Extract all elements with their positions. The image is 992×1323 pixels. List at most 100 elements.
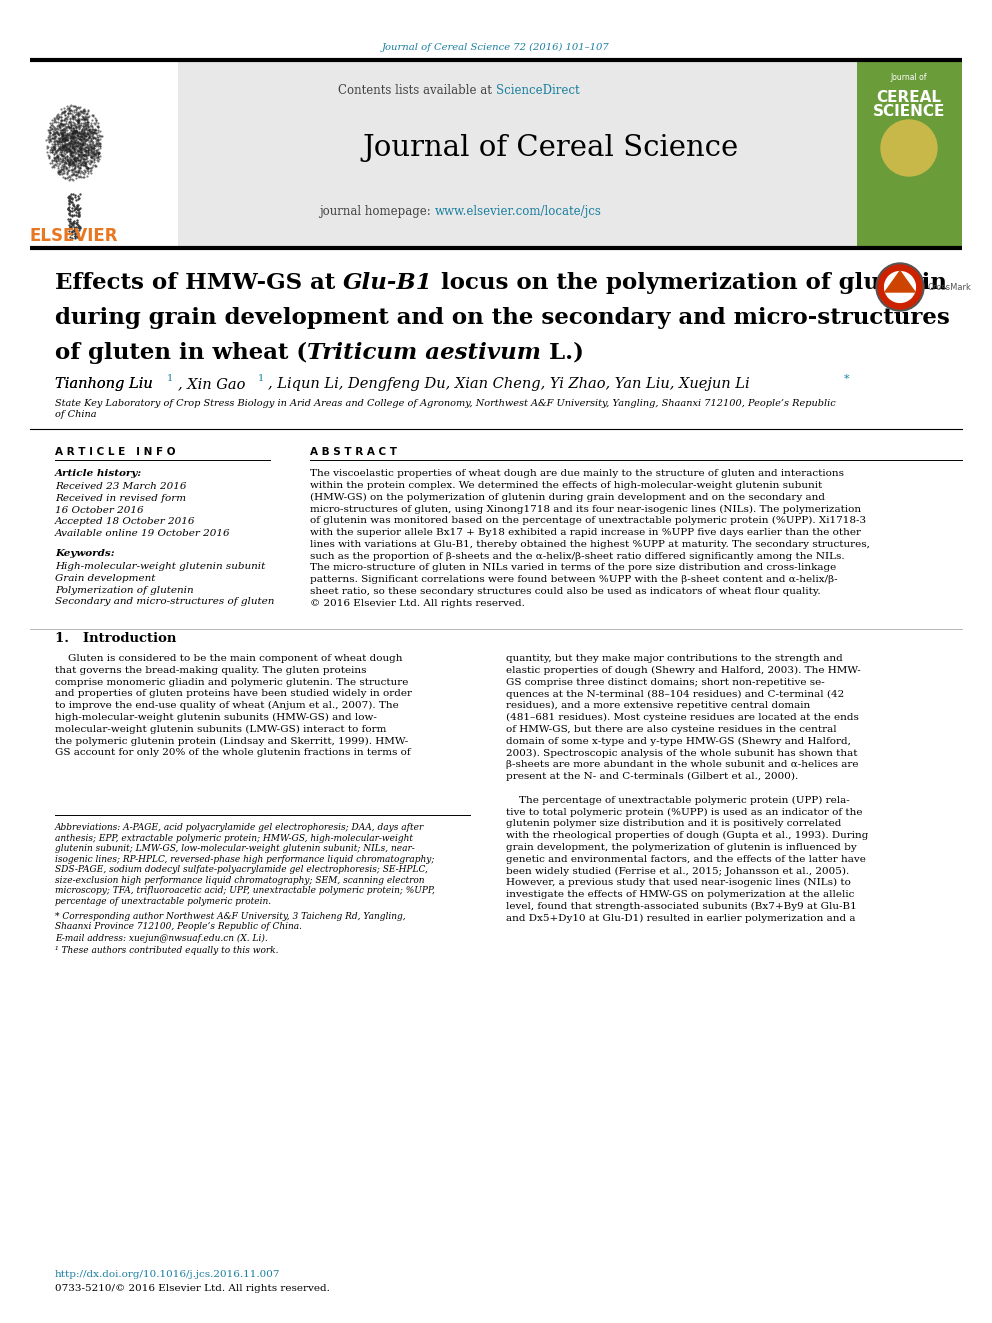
Text: quences at the N-terminal (88–104 residues) and C-terminal (42: quences at the N-terminal (88–104 residu… xyxy=(506,689,844,699)
Point xyxy=(68,164,84,185)
Text: micro-structures of gluten, using Xinong1718 and its four near-isogenic lines (N: micro-structures of gluten, using Xinong… xyxy=(310,504,861,513)
Point xyxy=(83,143,99,164)
Point xyxy=(71,197,87,218)
Point xyxy=(64,111,80,132)
Point xyxy=(79,111,95,132)
Point xyxy=(62,201,78,222)
Point xyxy=(77,131,93,152)
Point xyxy=(72,132,88,153)
Point xyxy=(52,112,67,134)
Point xyxy=(85,127,101,148)
Point xyxy=(76,144,92,165)
Point xyxy=(56,103,71,124)
Text: Journal of: Journal of xyxy=(891,74,928,82)
Point xyxy=(57,128,72,149)
Point xyxy=(48,127,63,148)
Point xyxy=(68,116,84,138)
Point xyxy=(73,152,89,173)
Point xyxy=(89,115,105,136)
Point xyxy=(66,213,82,234)
Point xyxy=(68,98,84,119)
Point xyxy=(76,102,92,123)
Text: Effects of HMW-GS at: Effects of HMW-GS at xyxy=(55,273,343,294)
Point xyxy=(83,139,99,160)
Point xyxy=(84,105,100,126)
Point xyxy=(77,142,93,163)
Point xyxy=(62,167,78,188)
Point xyxy=(66,95,82,116)
Point xyxy=(56,127,71,148)
Point xyxy=(39,136,55,157)
Point xyxy=(43,126,59,147)
Point xyxy=(69,124,85,146)
Point xyxy=(83,160,99,181)
Point xyxy=(62,118,78,139)
Point xyxy=(71,112,87,134)
Point xyxy=(69,198,85,220)
Point xyxy=(64,131,80,152)
Point xyxy=(71,122,87,143)
Point xyxy=(87,144,103,165)
Point xyxy=(74,131,90,152)
Point xyxy=(57,124,72,146)
Point xyxy=(61,99,76,120)
Point xyxy=(59,136,74,157)
Point xyxy=(70,110,86,131)
Point xyxy=(73,108,89,130)
Point xyxy=(51,103,66,124)
Point xyxy=(91,142,107,163)
Point xyxy=(85,146,101,167)
Point xyxy=(54,123,69,144)
Point xyxy=(45,123,61,144)
Point xyxy=(70,198,86,220)
Point xyxy=(79,99,95,120)
Point xyxy=(74,118,90,139)
Text: the polymeric glutenin protein (Lindsay and Skerritt, 1999). HMW-: the polymeric glutenin protein (Lindsay … xyxy=(55,737,409,746)
Point xyxy=(73,127,89,148)
Point xyxy=(75,144,91,165)
Point xyxy=(57,132,72,153)
Point xyxy=(62,147,77,168)
Point xyxy=(69,202,85,224)
Point xyxy=(45,151,61,172)
Point xyxy=(83,142,99,163)
Point xyxy=(78,122,94,143)
Point xyxy=(62,95,78,116)
Point xyxy=(52,138,67,159)
Point xyxy=(73,128,89,149)
Point xyxy=(73,126,89,147)
Point xyxy=(57,147,72,168)
Point xyxy=(44,127,60,148)
Point xyxy=(58,120,73,142)
Point xyxy=(64,134,80,155)
Point xyxy=(62,132,78,153)
Point xyxy=(47,142,62,163)
Point xyxy=(84,119,100,140)
Text: The viscoelastic properties of wheat dough are due mainly to the structure of gl: The viscoelastic properties of wheat dou… xyxy=(310,468,844,478)
Point xyxy=(66,220,82,241)
Point xyxy=(70,140,86,161)
Point xyxy=(59,130,74,151)
Point xyxy=(72,163,88,184)
Point xyxy=(78,126,94,147)
Point xyxy=(44,118,60,139)
Point xyxy=(69,217,85,238)
Point xyxy=(85,140,101,161)
Point xyxy=(74,138,90,159)
Point xyxy=(59,134,74,155)
Point xyxy=(67,147,83,168)
Point xyxy=(46,138,62,159)
Point xyxy=(57,135,72,156)
Point xyxy=(78,118,94,139)
Circle shape xyxy=(885,271,916,303)
Point xyxy=(52,134,67,155)
Point xyxy=(52,138,67,159)
Point xyxy=(47,134,62,155)
Point xyxy=(85,123,101,144)
Point xyxy=(70,115,86,136)
Point xyxy=(73,146,89,167)
Text: tive to total polymeric protein (%UPP) is used as an indicator of the: tive to total polymeric protein (%UPP) i… xyxy=(506,807,862,816)
Point xyxy=(42,112,58,134)
Point xyxy=(53,120,68,142)
Point xyxy=(43,123,59,144)
